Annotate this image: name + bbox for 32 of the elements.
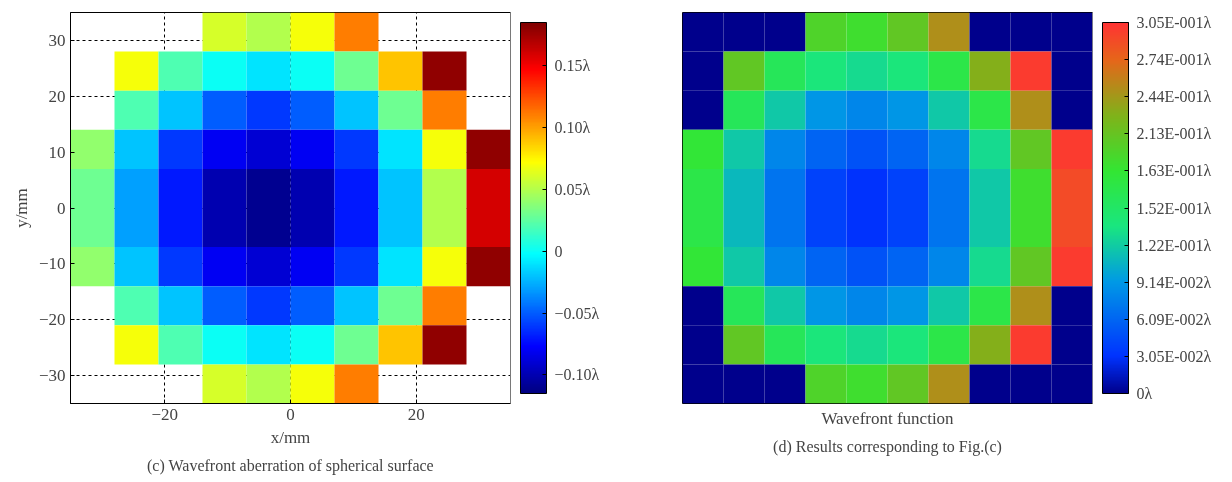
y-tick-label: 30 — [48, 30, 66, 50]
text: (c) Wavefront aberration of spherical surface — [147, 456, 434, 475]
y-tick-label: 20 — [48, 86, 66, 106]
color-bar-label: 0.05λ — [554, 180, 591, 198]
color-bar-label: 0λ — [1136, 385, 1153, 402]
color-bar-label: 3.05E-002λ — [1136, 347, 1212, 365]
color-bar-label: −0.05λ — [554, 304, 600, 322]
x-tick-label: 20 — [407, 404, 425, 424]
color-bar-label: 1.63E-001λ — [1136, 162, 1212, 180]
color-bar-label: 2.13E-001λ — [1136, 125, 1212, 143]
x-tick-label: 0 — [286, 404, 295, 424]
x-axis-title: x/mm — [270, 427, 311, 447]
y-tick-label: 0 — [57, 198, 66, 218]
color-bar-label: 2.74E-001λ — [1136, 51, 1212, 69]
color-bar-label: −0.10λ — [554, 366, 600, 384]
text: (d) Results corresponding to Fig.(c) — [773, 437, 1002, 456]
color-bar-label: 2.44E-001λ — [1136, 88, 1212, 106]
x-axis-title: Wavefront function — [821, 408, 955, 428]
y-tick-label: −10 — [38, 254, 66, 274]
color-bar-label: 9.14E-002λ — [1136, 273, 1212, 291]
y-axis-title: y/mm — [11, 188, 31, 228]
color-bar-label: 1.22E-001λ — [1136, 236, 1212, 254]
color-bar-label: 1.52E-001λ — [1136, 199, 1212, 217]
color-bar-label: 6.09E-002λ — [1136, 310, 1212, 328]
color-bar-label: 3.05E-001λ — [1136, 14, 1212, 31]
y-tick-label: −30 — [38, 366, 66, 386]
y-tick-label: 10 — [48, 142, 66, 162]
color-bar-label: 0.15λ — [554, 57, 591, 75]
color-bar-label: 0 — [554, 242, 563, 260]
color-bar-label: 0.10λ — [554, 119, 591, 137]
x-tick-label: −20 — [151, 404, 179, 424]
y-tick-label: −20 — [38, 310, 66, 330]
